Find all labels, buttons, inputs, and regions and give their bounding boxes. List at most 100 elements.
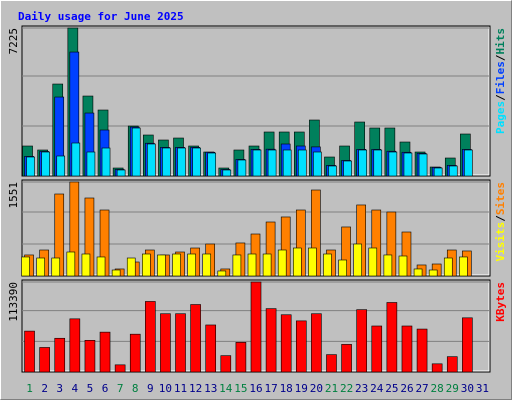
bar [297,149,307,177]
legend-entry: Files [494,61,507,94]
bar [51,257,61,277]
x-tick-label: 4 [72,382,79,395]
bar [431,363,443,373]
bar [24,330,35,373]
bar [220,355,232,373]
x-tick-label: 26 [400,382,413,395]
bar [323,253,332,277]
legend-entry: Visits [494,222,507,262]
bar [262,253,272,277]
x-tick-label: 29 [446,382,459,395]
bar [428,269,438,277]
bar [71,142,81,177]
bar [111,269,121,277]
x-tick-label: 23 [355,382,368,395]
bar [126,257,136,277]
bar [267,149,277,177]
bar [252,149,262,177]
bar [26,156,35,177]
bar [282,149,292,177]
legend: KBytes [494,282,507,322]
bar [217,270,227,277]
bar [131,127,141,177]
legend-entry: Sites [494,182,507,215]
bar [403,152,413,177]
bar [416,328,428,373]
bar [326,354,337,373]
bar [101,147,111,177]
bar [448,165,458,177]
bar [383,254,393,277]
x-tick-label: 11 [174,382,187,395]
y-tick-label: 7225 [7,28,20,55]
bar [373,149,383,177]
x-tick-label: 16 [249,382,262,395]
bar [398,255,408,277]
x-tick-label: 19 [295,382,308,395]
bar [459,256,468,277]
bar [401,325,413,373]
bar [280,314,292,373]
chart-title: Daily usage for June 2025 [18,10,184,23]
bar [446,356,458,373]
bar [172,253,181,277]
bar [192,147,201,177]
bar [160,313,171,373]
bar [371,325,383,373]
bar [84,340,96,373]
bar [145,301,156,373]
bar [162,147,171,177]
bar [358,149,367,177]
legend-separator: / [494,94,507,101]
bar [338,259,347,277]
bar [313,151,322,177]
bar [41,151,50,177]
x-tick-label: 20 [310,382,323,395]
bar [177,147,186,177]
bar [418,153,428,177]
bar [308,247,317,277]
bar [175,313,186,373]
bar [343,160,352,177]
bar [54,337,66,373]
x-tick-label: 3 [56,382,63,395]
bar [114,364,126,373]
bar [341,344,352,373]
legend: Pages/Files/Hits [494,28,507,134]
legend: Visits/Sites [494,182,507,262]
x-tick-label: 25 [385,382,398,395]
bar [413,268,423,277]
bar [190,304,201,373]
x-tick-label: 8 [132,382,139,395]
x-tick-label: 5 [87,382,94,395]
bar [222,169,232,177]
bar [353,243,362,277]
bar [69,318,81,373]
x-tick-label: 30 [461,382,474,395]
bar [21,256,30,277]
y-tick-label: 1551 [7,182,20,209]
bar [388,151,398,177]
y-tick-label: 113390 [7,282,20,322]
bar [86,151,96,177]
bar [81,253,91,277]
legend-entry: Pages [494,101,507,134]
x-tick-label: 22 [340,382,353,395]
x-tick-label: 27 [415,382,428,395]
x-tick-label: 31 [476,382,489,395]
bar [356,309,367,373]
bar [36,257,45,277]
bar [237,159,247,177]
bar [386,302,398,373]
bar [207,152,217,177]
x-tick-label: 18 [280,382,293,395]
bar [277,249,287,277]
x-tick-label: 17 [264,382,277,395]
x-tick-label: 21 [325,382,338,395]
bar [232,254,242,277]
legend-separator: / [494,54,507,61]
legend-entry: KBytes [494,282,507,322]
bar [433,167,443,177]
